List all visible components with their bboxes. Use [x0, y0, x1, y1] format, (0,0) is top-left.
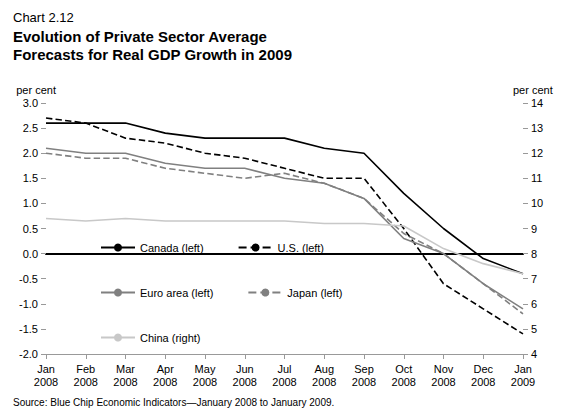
svg-text:Nov: Nov — [434, 363, 454, 375]
svg-text:2008: 2008 — [272, 376, 296, 388]
svg-text:Source: Blue Chip Economic Ind: Source: Blue Chip Economic Indicators—Ja… — [13, 397, 334, 408]
svg-text:2008: 2008 — [312, 376, 336, 388]
svg-text:Canada (left): Canada (left) — [140, 242, 204, 254]
svg-text:Japan (left): Japan (left) — [287, 287, 342, 299]
svg-text:2008: 2008 — [193, 376, 217, 388]
svg-text:per cent: per cent — [16, 84, 56, 96]
svg-text:2008: 2008 — [352, 376, 376, 388]
svg-text:5: 5 — [531, 323, 537, 335]
svg-text:Mar: Mar — [116, 363, 135, 375]
svg-text:Euro area (left): Euro area (left) — [140, 287, 213, 299]
svg-text:Dec: Dec — [473, 363, 493, 375]
svg-text:Aug: Aug — [314, 363, 334, 375]
svg-text:2008: 2008 — [471, 376, 495, 388]
svg-text:Oct: Oct — [395, 363, 412, 375]
svg-text:3.0: 3.0 — [23, 97, 38, 109]
svg-text:Jan: Jan — [37, 363, 55, 375]
svg-text:-2.0: -2.0 — [19, 348, 38, 360]
svg-text:Sep: Sep — [354, 363, 374, 375]
svg-text:2.0: 2.0 — [23, 147, 38, 159]
svg-text:11: 11 — [531, 172, 542, 184]
svg-text:12: 12 — [531, 147, 543, 159]
svg-text:China (right): China (right) — [140, 332, 201, 344]
svg-text:Chart 2.12: Chart 2.12 — [13, 10, 74, 25]
svg-text:0.0: 0.0 — [23, 248, 38, 260]
svg-text:2008: 2008 — [153, 376, 177, 388]
svg-text:2008: 2008 — [34, 376, 58, 388]
svg-text:8: 8 — [531, 248, 537, 260]
svg-text:2.5: 2.5 — [23, 122, 38, 134]
svg-text:-1.0: -1.0 — [19, 298, 38, 310]
svg-text:1.5: 1.5 — [23, 172, 38, 184]
svg-text:-0.5: -0.5 — [19, 273, 38, 285]
svg-text:2008: 2008 — [431, 376, 455, 388]
svg-text:1.0: 1.0 — [23, 197, 38, 209]
svg-text:9: 9 — [531, 223, 537, 235]
svg-text:Jan: Jan — [514, 363, 532, 375]
svg-text:Evolution of Private Sector Av: Evolution of Private Sector Average — [13, 28, 271, 45]
svg-text:2008: 2008 — [392, 376, 416, 388]
svg-text:0.5: 0.5 — [23, 223, 38, 235]
svg-text:6: 6 — [531, 298, 537, 310]
svg-text:10: 10 — [531, 197, 543, 209]
svg-text:4: 4 — [531, 348, 537, 360]
svg-text:May: May — [195, 363, 216, 375]
svg-text:per cent: per cent — [513, 84, 553, 96]
svg-text:7: 7 — [531, 273, 537, 285]
svg-text:2008: 2008 — [113, 376, 137, 388]
svg-text:-1.5: -1.5 — [19, 323, 38, 335]
svg-text:2008: 2008 — [233, 376, 257, 388]
svg-text:14: 14 — [531, 97, 543, 109]
svg-text:Jun: Jun — [236, 363, 254, 375]
svg-text:13: 13 — [531, 122, 543, 134]
svg-text:2008: 2008 — [74, 376, 98, 388]
svg-text:U.S. (left): U.S. (left) — [278, 242, 324, 254]
svg-text:2009: 2009 — [511, 376, 535, 388]
svg-text:Apr: Apr — [157, 363, 174, 375]
svg-text:Forecasts for Real GDP Growth: Forecasts for Real GDP Growth in 2009 — [13, 46, 292, 63]
svg-text:Feb: Feb — [76, 363, 95, 375]
svg-text:Jul: Jul — [277, 363, 291, 375]
